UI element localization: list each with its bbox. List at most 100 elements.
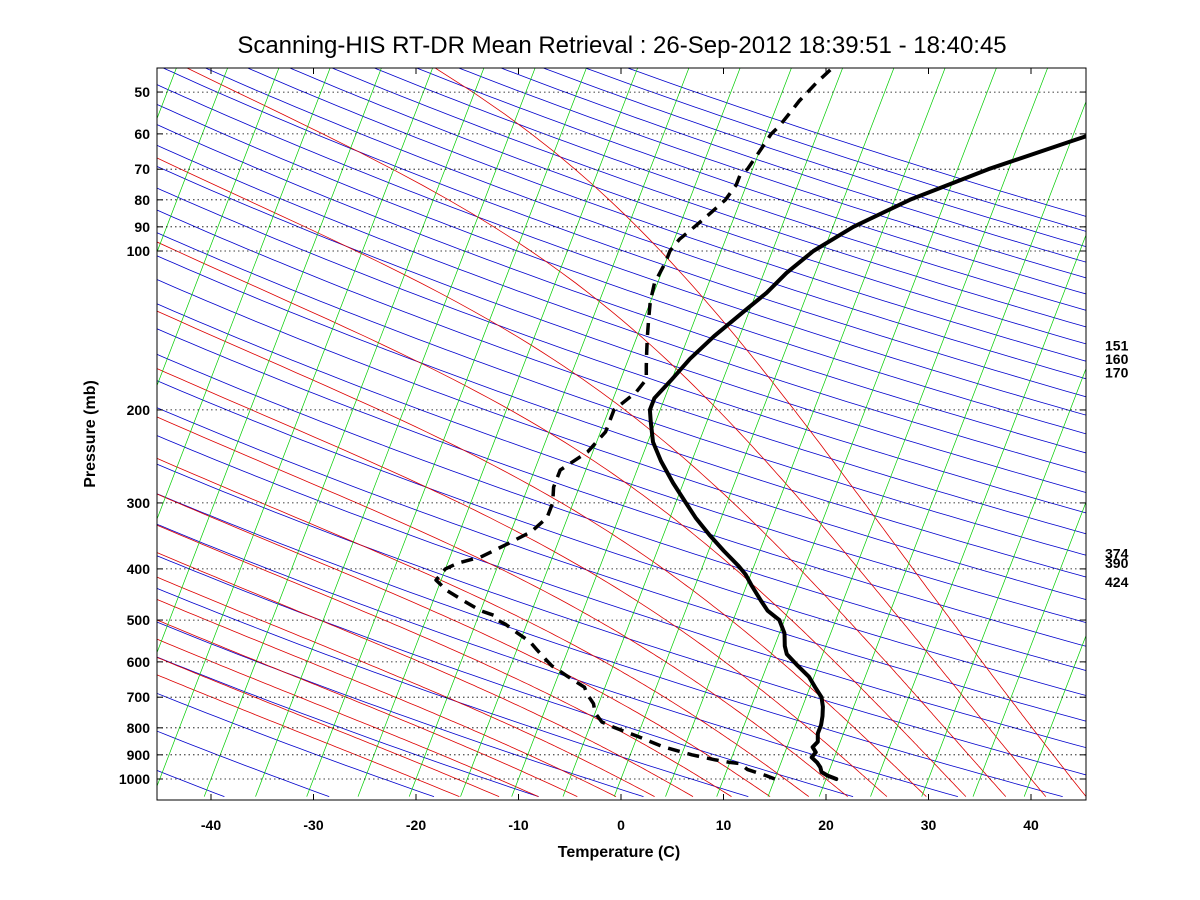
mixing-ratio-line — [157, 68, 280, 387]
dry-adiabat — [157, 353, 1086, 671]
pressure-gridlines — [157, 91, 1086, 780]
dry-adiabat — [162, 68, 1086, 398]
moist-adiabat — [157, 241, 967, 797]
y-tick-label: 50 — [134, 84, 150, 100]
y-tick-label: 90 — [134, 219, 150, 235]
y-tick-label: 1000 — [119, 771, 150, 787]
mixing-ratio-line — [767, 68, 1048, 797]
y-tick-label: 300 — [127, 495, 151, 511]
dry-adiabat — [157, 279, 1086, 600]
moist-adiabat — [157, 638, 539, 797]
mixing-ratio-line — [0, 41, 84, 797]
dry-adiabat — [373, 68, 1086, 311]
moist-adiabat — [157, 674, 460, 797]
x-axis-label: Temperature (C) — [558, 844, 680, 861]
dry-adiabat — [157, 124, 1086, 454]
moist-adiabat — [157, 598, 617, 797]
mixing-ratio-line — [157, 68, 331, 521]
moist-adiabat — [157, 457, 810, 797]
dry-adiabat — [157, 144, 1086, 473]
moist-adiabat — [157, 310, 927, 797]
mixing-ratio-line — [157, 68, 228, 253]
dry-adiabat — [288, 68, 1086, 345]
moist-adiabat — [157, 552, 694, 797]
mixing-ratio-line — [255, 68, 536, 797]
moist-adiabat — [157, 524, 732, 797]
y-tick-label: 70 — [134, 161, 150, 177]
dry-adiabat — [542, 68, 1086, 248]
y-tick-label: 60 — [134, 126, 150, 142]
right-label: 160 — [1105, 351, 1129, 367]
moist-adiabat — [157, 656, 500, 797]
y-tick-label: 900 — [127, 747, 151, 763]
mixing-ratio-line — [460, 68, 741, 797]
dry-adiabat — [157, 209, 1086, 535]
mixing-ratio-line — [613, 68, 895, 797]
right-label: 151 — [1105, 338, 1129, 354]
moist-adiabat — [157, 157, 1007, 797]
dry-adiabat — [157, 187, 1086, 514]
y-tick-label: 600 — [127, 654, 151, 670]
dry-adiabat — [415, 68, 1086, 295]
y-axis-label: Pressure (mb) — [82, 380, 99, 488]
x-tick-label: -30 — [303, 817, 323, 833]
profile-series — [434, 68, 1086, 781]
mixing-ratio-line — [972, 501, 1086, 797]
dry-adiabat — [499, 68, 1086, 263]
moist-adiabat — [434, 68, 1086, 797]
dry-adiabat — [157, 463, 1086, 776]
moist-adiabat — [157, 576, 655, 797]
mixing-ratio-line — [306, 68, 587, 797]
x-tick-label: 40 — [1023, 817, 1039, 833]
dry-adiabat — [626, 68, 1086, 217]
dry-adiabat — [157, 587, 749, 797]
moist-adiabat — [157, 416, 848, 797]
dry-adiabat — [157, 232, 1086, 556]
y-tick-label: 200 — [127, 402, 151, 418]
x-tick-label: -20 — [406, 817, 426, 833]
dry-adiabat — [157, 555, 854, 797]
moist-adiabat — [157, 368, 888, 797]
dry-adiabat — [204, 68, 1086, 380]
dry-adiabat — [457, 68, 1086, 279]
dry-adiabat — [157, 255, 1086, 578]
temperature-profile-line — [647, 134, 1086, 781]
y-tick-label: 400 — [127, 561, 151, 577]
mixing-ratio-line — [157, 68, 382, 654]
dry-adiabat — [584, 68, 1086, 232]
right-label: 170 — [1105, 365, 1129, 381]
dry-adiabat — [157, 328, 1086, 647]
dry-adiabat — [157, 730, 330, 797]
mixing-ratio-line — [511, 68, 792, 797]
dry-adiabat — [157, 407, 1086, 722]
chart-title: Scanning-HIS RT-DR Mean Retrieval : 26-S… — [237, 32, 1006, 59]
mixing-ratio-line — [357, 68, 638, 797]
dry-adiabat — [157, 84, 1086, 416]
dry-adiabat — [157, 303, 1086, 624]
dry-adiabat — [157, 523, 959, 797]
right-label: 374 — [1105, 546, 1129, 562]
y-tick-label: 800 — [127, 720, 151, 736]
x-tick-label: 10 — [716, 817, 732, 833]
y-tick-label: 80 — [134, 192, 150, 208]
mixing-ratio-line — [665, 68, 946, 797]
right-label: 424 — [1105, 574, 1129, 590]
dry-adiabat — [246, 68, 1086, 362]
mixing-ratio-line — [0, 41, 136, 797]
y-axis-ticks: 50 60 70 80 90 100 200 300 400 500 600 700 800 900 100… — [119, 84, 1086, 787]
mixing-ratio-line — [870, 234, 1086, 797]
mixing-ratio-line — [0, 41, 33, 797]
dry-adiabat — [157, 380, 1086, 696]
dry-adiabat — [157, 435, 1086, 749]
dry-adiabat — [157, 692, 435, 797]
dry-adiabat — [157, 656, 539, 797]
x-tick-label: -10 — [508, 817, 528, 833]
mixing-ratio-line — [818, 100, 1086, 797]
x-tick-label: 30 — [921, 817, 937, 833]
moist-adiabat — [157, 493, 771, 797]
y-tick-label: 100 — [127, 243, 151, 259]
mixing-ratio-line — [716, 68, 997, 797]
mixing-ratio-line — [203, 68, 485, 797]
